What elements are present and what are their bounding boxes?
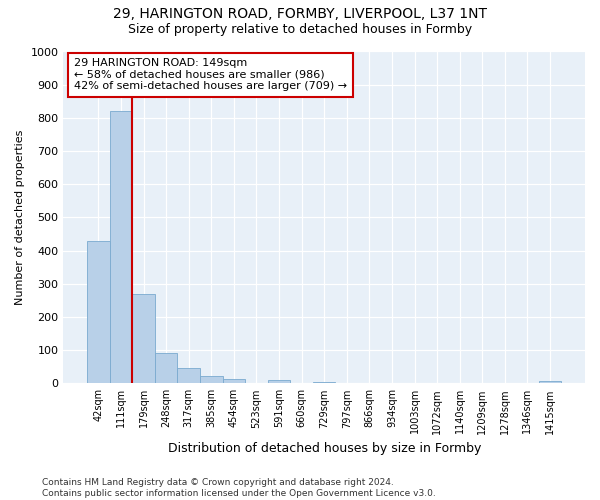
Bar <box>155 353 178 384</box>
Text: Size of property relative to detached houses in Formby: Size of property relative to detached ho… <box>128 22 472 36</box>
Bar <box>200 376 223 384</box>
Bar <box>178 368 200 384</box>
Bar <box>268 380 290 384</box>
Text: 29, HARINGTON ROAD, FORMBY, LIVERPOOL, L37 1NT: 29, HARINGTON ROAD, FORMBY, LIVERPOOL, L… <box>113 8 487 22</box>
Y-axis label: Number of detached properties: Number of detached properties <box>15 130 25 305</box>
Text: Contains HM Land Registry data © Crown copyright and database right 2024.
Contai: Contains HM Land Registry data © Crown c… <box>42 478 436 498</box>
Bar <box>313 382 335 384</box>
Bar <box>110 111 132 384</box>
Text: 29 HARINGTON ROAD: 149sqm
← 58% of detached houses are smaller (986)
42% of semi: 29 HARINGTON ROAD: 149sqm ← 58% of detac… <box>74 58 347 92</box>
Bar <box>539 380 561 384</box>
Bar <box>132 294 155 384</box>
Bar <box>87 240 110 384</box>
Bar <box>223 378 245 384</box>
X-axis label: Distribution of detached houses by size in Formby: Distribution of detached houses by size … <box>167 442 481 455</box>
